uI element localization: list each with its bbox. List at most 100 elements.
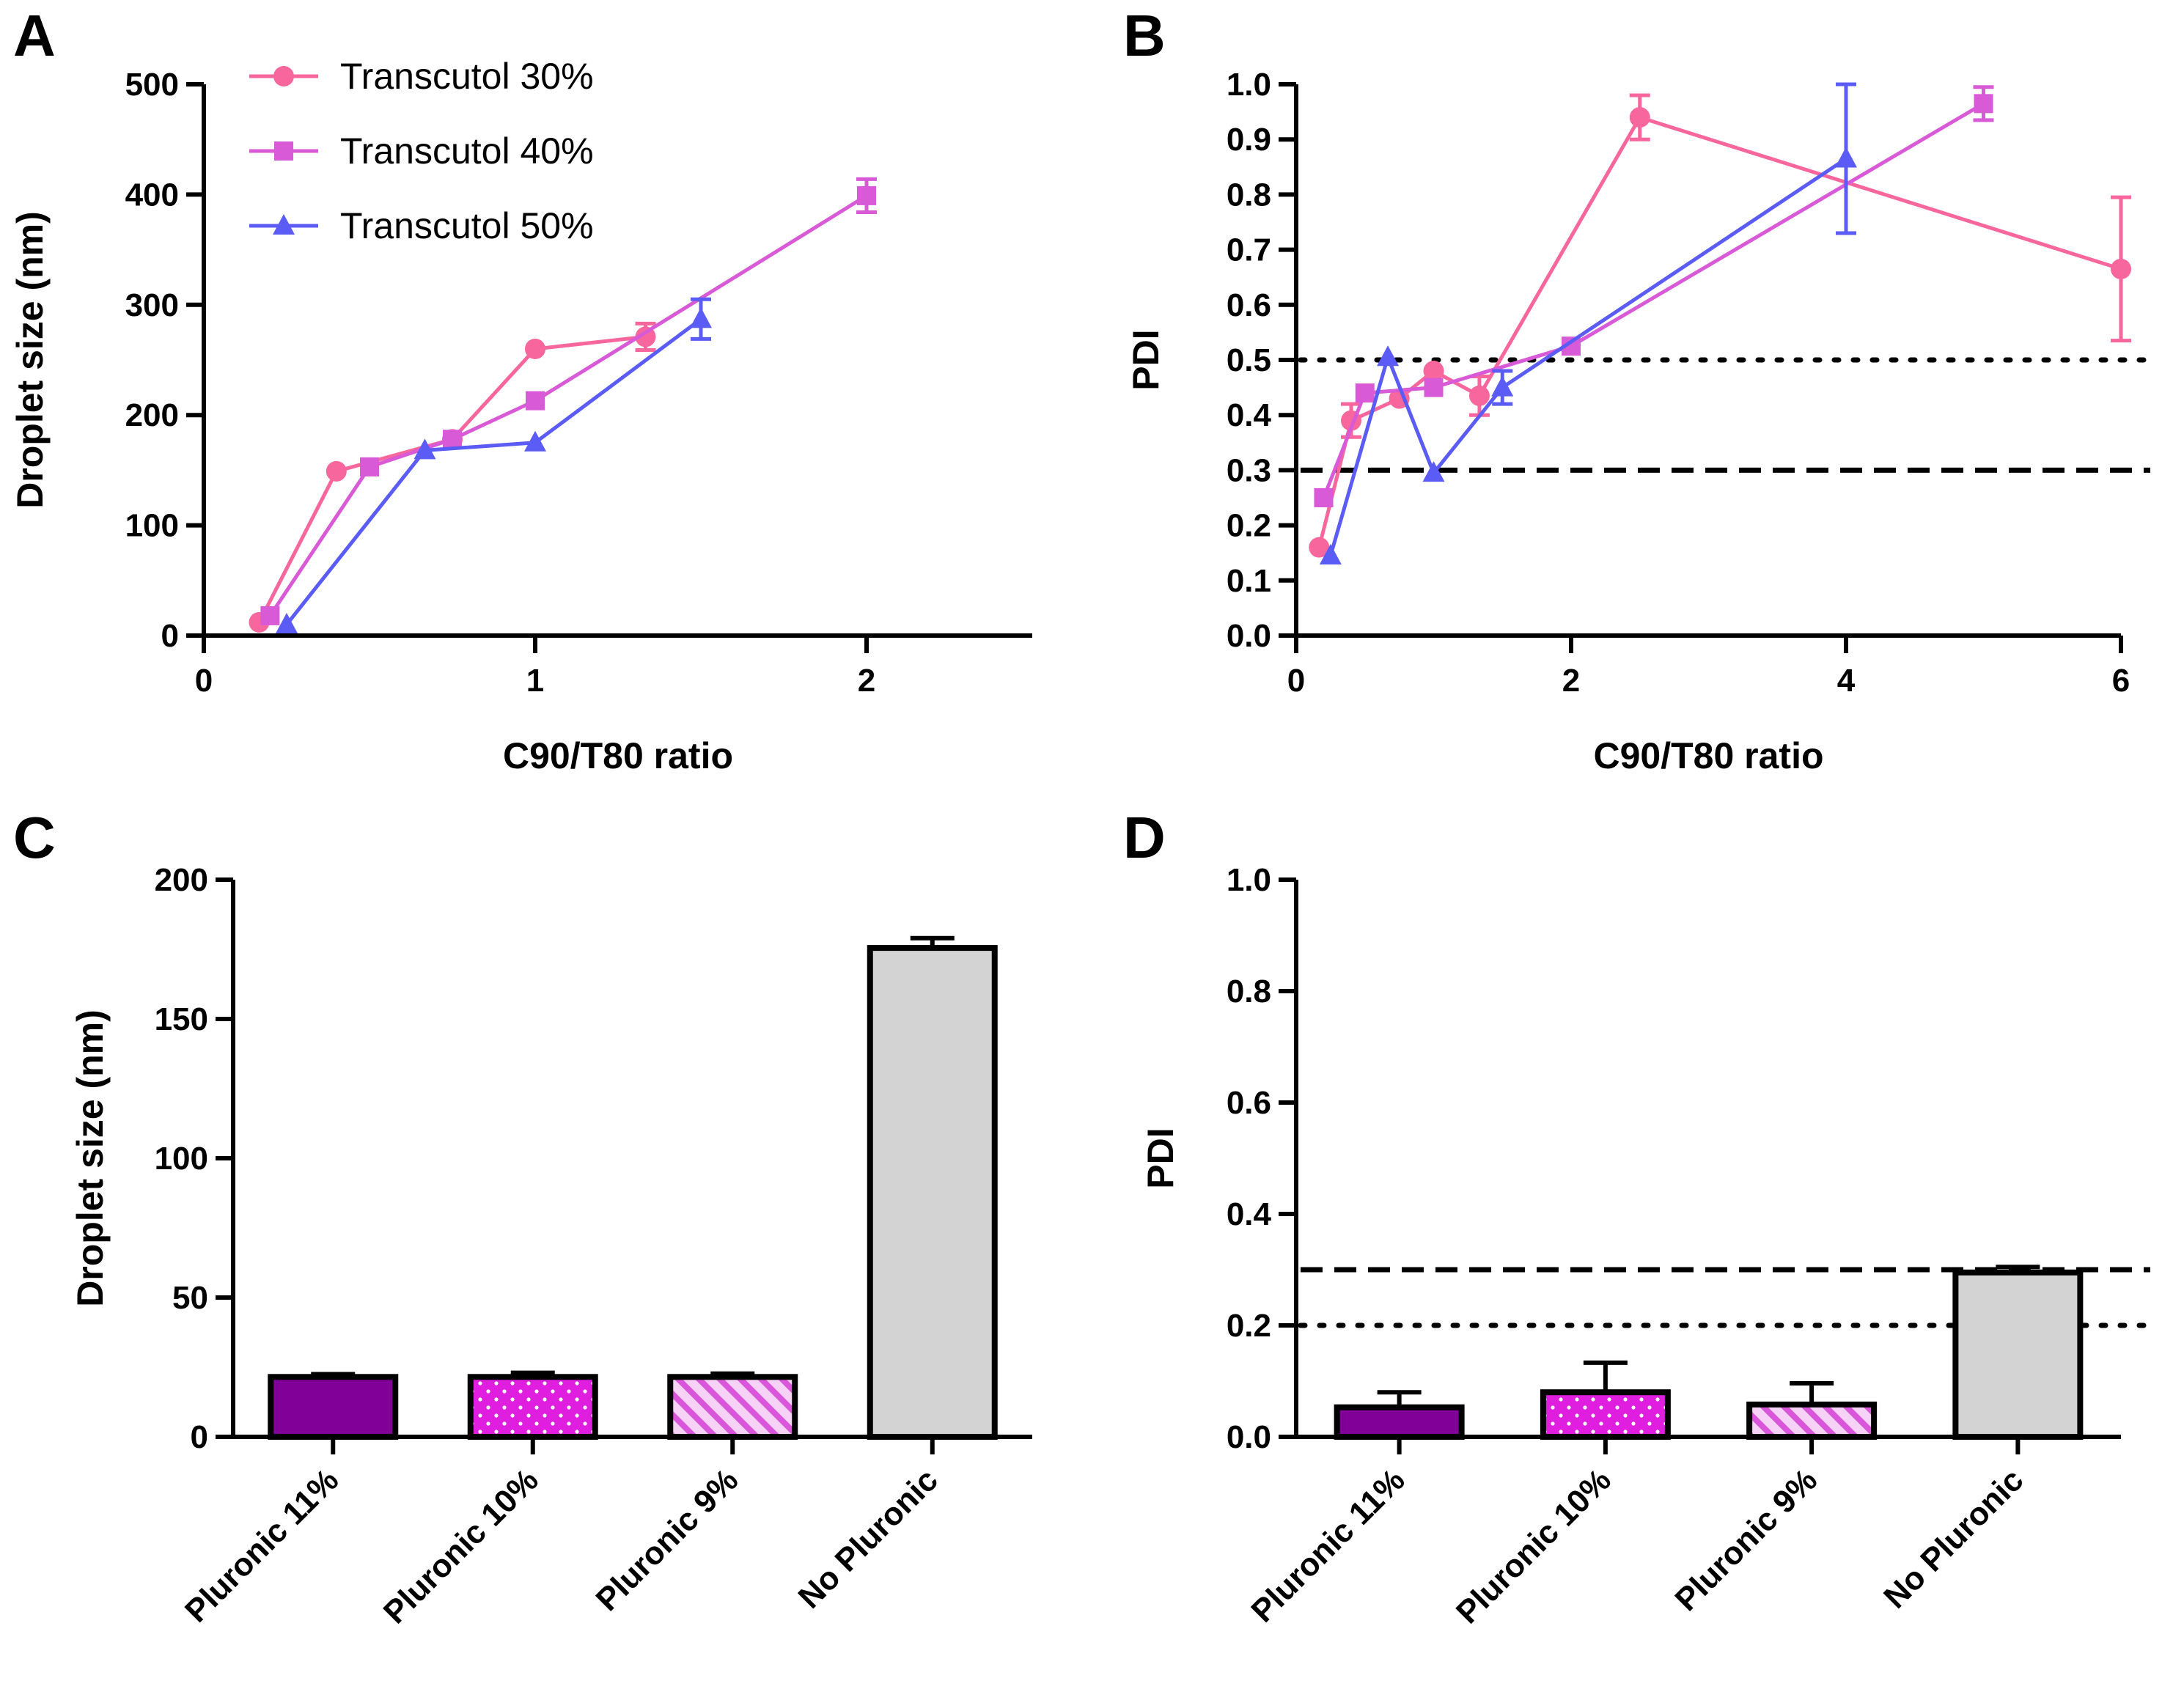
y-tick-label: 200 xyxy=(125,397,179,433)
data-point-3 xyxy=(276,612,298,633)
data-point-1 xyxy=(1309,537,1330,558)
data-point-3 xyxy=(1377,345,1400,367)
y-tick-label: 1.0 xyxy=(1227,862,1271,898)
panel-b: B 0 2 4 6 C90/T80 ratio 0.0 0.1 0.2 0.3 0.4 0.5 0.6 0… xyxy=(1123,3,2153,776)
panel-letter: B xyxy=(1123,3,1166,68)
data-point-2 xyxy=(526,391,545,411)
y-tick-label: 100 xyxy=(125,508,179,544)
data-point-3 xyxy=(1319,543,1342,564)
x-tick-label: 1 xyxy=(526,663,544,699)
data-point-1 xyxy=(635,326,656,347)
series-line-3 xyxy=(1328,157,1847,556)
data-point-1 xyxy=(2111,258,2131,279)
x-tick-label: 0 xyxy=(1287,663,1305,699)
data-point-2 xyxy=(260,606,280,625)
y-tick-label: 0.6 xyxy=(1227,287,1271,323)
panel-d: D Pluronic 11% Pluronic 10% Pluronic 9% No P… xyxy=(1123,805,2153,1630)
legend-marker xyxy=(273,214,295,235)
data-point-1 xyxy=(1468,385,1490,406)
panel-letter: C xyxy=(13,805,56,870)
bar xyxy=(1746,1401,1878,1440)
y-tick-label: 0.4 xyxy=(1227,1196,1272,1232)
y-tick-label: 0.2 xyxy=(1227,508,1271,544)
y-tick-label: 150 xyxy=(155,1001,208,1037)
series-line-3 xyxy=(285,317,702,626)
x-category-label: No Pluronic xyxy=(1877,1462,2030,1615)
data-point-1 xyxy=(326,460,347,482)
x-tick-label: 6 xyxy=(2112,663,2130,699)
y-tick-label: 0.2 xyxy=(1227,1308,1271,1344)
series-line-2 xyxy=(1322,102,1985,498)
data-point-2 xyxy=(857,185,876,205)
y-tick-label: 0.6 xyxy=(1227,1085,1271,1121)
y-tick-label: 100 xyxy=(155,1141,208,1177)
x-tick-label: 2 xyxy=(858,663,875,699)
y-tick-label: 1.0 xyxy=(1227,67,1271,103)
x-category-label: Pluronic 9% xyxy=(589,1462,746,1618)
y-tick-label: 50 xyxy=(172,1280,208,1316)
x-tick-label: 2 xyxy=(1562,663,1580,699)
data-point-2 xyxy=(360,457,379,476)
data-point-2 xyxy=(1314,488,1334,507)
data-point-3 xyxy=(690,307,712,328)
bar xyxy=(1540,1389,1671,1440)
y-tick-label: 0.5 xyxy=(1227,342,1271,378)
x-category-label: Pluronic 11% xyxy=(1244,1462,1411,1629)
legend-marker xyxy=(274,141,293,161)
series-line-1 xyxy=(1317,115,2122,548)
y-axis-title: Droplet size (nm) xyxy=(70,1009,111,1307)
data-point-1 xyxy=(1629,107,1650,128)
data-point-3 xyxy=(1422,461,1445,482)
legend-entry: Transcutol 40% xyxy=(340,130,594,172)
data-point-3 xyxy=(413,438,436,460)
y-tick-label: 300 xyxy=(125,287,179,323)
bar xyxy=(1334,1404,1465,1440)
data-point-3 xyxy=(1835,147,1857,168)
y-tick-label: 0.0 xyxy=(1227,1419,1271,1455)
y-tick-label: 0.4 xyxy=(1227,397,1272,433)
data-point-2 xyxy=(1974,94,1993,114)
data-point-2 xyxy=(443,430,462,449)
x-axis-title: C90/T80 ratio xyxy=(503,735,733,776)
bar xyxy=(268,1374,399,1440)
legend-entry: Transcutol 50% xyxy=(340,205,594,246)
legend-entry: Transcutol 30% xyxy=(340,56,594,97)
y-tick-label: 0.9 xyxy=(1227,122,1271,158)
y-tick-label: 0.1 xyxy=(1227,563,1271,599)
y-tick-label: 0.0 xyxy=(1227,618,1271,654)
bar xyxy=(867,945,998,1440)
panel-letter: D xyxy=(1123,805,1166,870)
y-tick-label: 0.8 xyxy=(1227,177,1271,213)
data-point-2 xyxy=(1424,378,1444,397)
y-tick-label: 0.8 xyxy=(1227,974,1271,1009)
x-axis-title: C90/T80 ratio xyxy=(1593,735,1823,776)
panel-c: C Pluronic 11% Pluronic 10% Pluronic 9% No P… xyxy=(13,805,1032,1630)
panel-a: A 0 1 2 C90/T80 ratio 0 100 200 300 400 500 Droplet… xyxy=(10,3,1032,776)
x-category-label: Pluronic 10% xyxy=(377,1462,545,1630)
y-axis-title: Droplet size (nm) xyxy=(10,211,51,509)
data-point-1 xyxy=(1423,361,1444,382)
y-axis-title: PDI xyxy=(1125,329,1166,390)
series-line-1 xyxy=(257,334,646,624)
bar xyxy=(1952,1269,2084,1440)
x-tick-label: 4 xyxy=(1837,663,1856,699)
x-category-label: No Pluronic xyxy=(792,1462,945,1615)
y-tick-label: 200 xyxy=(155,862,208,898)
y-tick-label: 0.7 xyxy=(1227,232,1271,268)
y-tick-label: 0 xyxy=(191,1419,208,1455)
y-tick-label: 400 xyxy=(125,177,179,213)
x-category-label: Pluronic 11% xyxy=(178,1462,345,1629)
panel-letter: A xyxy=(13,3,56,68)
data-point-2 xyxy=(1355,383,1375,403)
data-point-3 xyxy=(524,430,546,452)
data-point-3 xyxy=(1491,375,1514,397)
bar xyxy=(667,1374,798,1440)
y-tick-label: 0 xyxy=(161,618,179,654)
x-category-label: Pluronic 9% xyxy=(1668,1462,1824,1618)
bar xyxy=(467,1374,598,1440)
y-tick-label: 500 xyxy=(125,67,179,103)
y-tick-label: 0.3 xyxy=(1227,452,1271,488)
x-category-label: Pluronic 10% xyxy=(1449,1462,1618,1630)
y-axis-title: PDI xyxy=(1140,1127,1181,1188)
